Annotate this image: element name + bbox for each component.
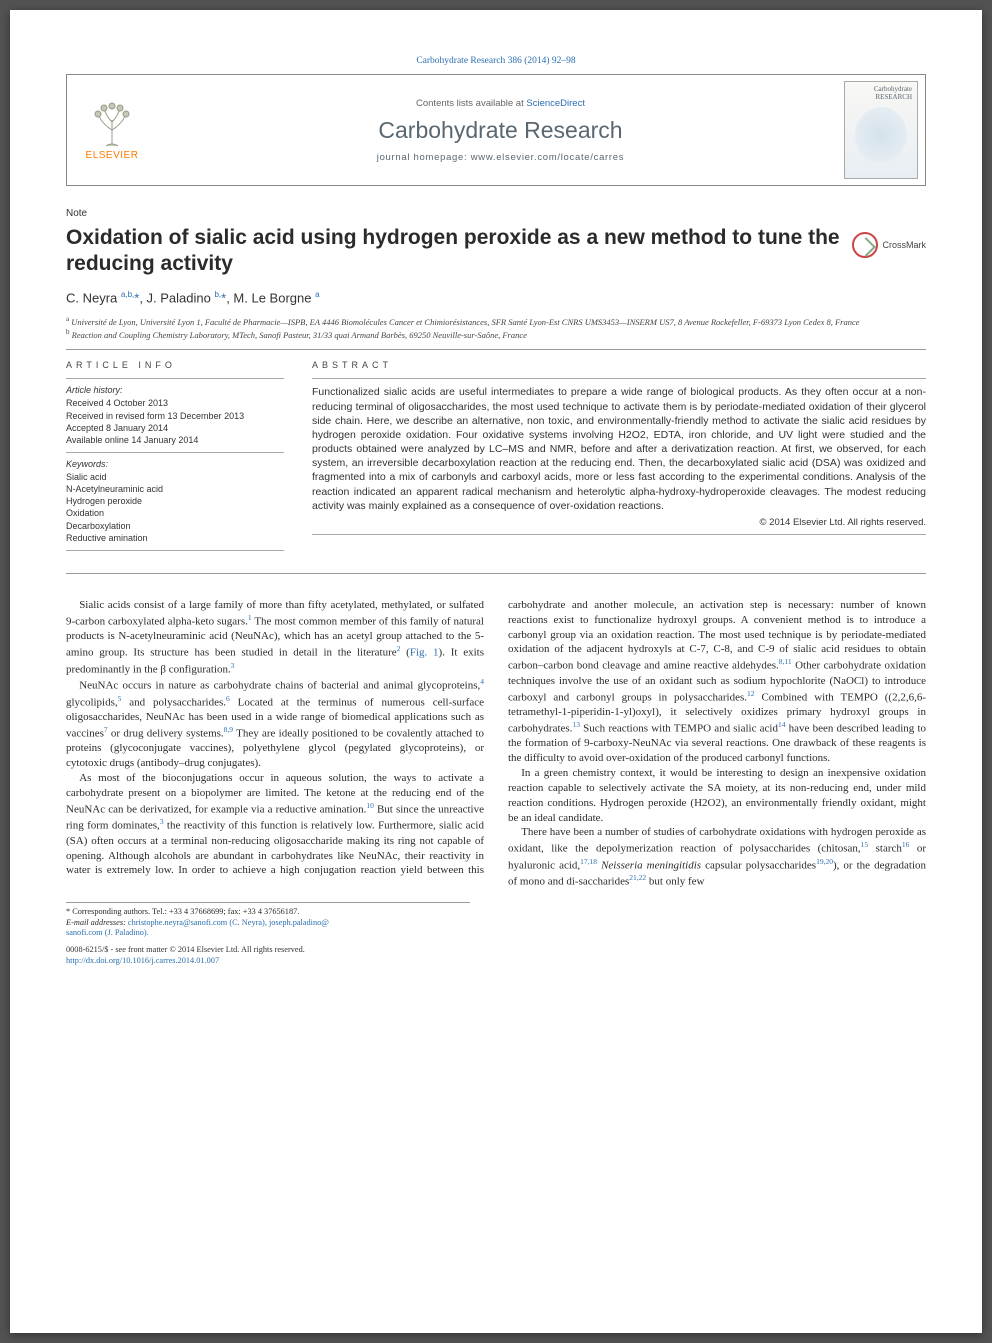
keyword: Reductive amination	[66, 532, 284, 544]
history-accepted: Accepted 8 January 2014	[66, 422, 284, 434]
journal-header: ELSEVIER Contents lists available at Sci…	[66, 74, 926, 186]
affiliation-b: b Reaction and Coupling Chemistry Labora…	[66, 328, 926, 341]
article-info-column: ARTICLE INFO Article history: Received 4…	[66, 360, 284, 556]
history-received: Received 4 October 2013	[66, 397, 284, 409]
keyword: Hydrogen peroxide	[66, 495, 284, 507]
affiliation-a: a Université de Lyon, Université Lyon 1,…	[66, 315, 926, 328]
corresponding-footnote: * Corresponding authors. Tel.: +33 4 376…	[66, 902, 470, 939]
body-paragraph: NeuNAc occurs in nature as carbohydrate …	[66, 677, 484, 771]
email-addresses: E-mail addresses: christophe.neyra@sanof…	[66, 918, 470, 940]
body-paragraph: In a green chemistry context, it would b…	[508, 766, 926, 825]
journal-citation[interactable]: Carbohydrate Research 386 (2014) 92–98	[66, 56, 926, 66]
divider	[66, 349, 926, 350]
publisher-name: ELSEVIER	[86, 150, 139, 161]
keyword: Sialic acid	[66, 471, 284, 483]
journal-name: Carbohydrate Research	[157, 117, 844, 144]
abstract-header: ABSTRACT	[312, 360, 926, 370]
sciencedirect-link[interactable]: ScienceDirect	[526, 98, 585, 109]
keyword: Oxidation	[66, 507, 284, 519]
authors: C. Neyra a,b,*, J. Paladino b,*, M. Le B…	[66, 290, 926, 305]
corresponding-authors: * Corresponding authors. Tel.: +33 4 376…	[66, 907, 470, 918]
abstract-text: Functionalized sialic acids are useful i…	[312, 385, 926, 513]
abstract-column: ABSTRACT Functionalized sialic acids are…	[312, 360, 926, 556]
divider	[66, 573, 926, 574]
body-paragraph: There have been a number of studies of c…	[508, 825, 926, 889]
publisher-logo[interactable]: ELSEVIER	[67, 92, 157, 169]
keywords-header: Keywords:	[66, 459, 284, 469]
affiliations: a Université de Lyon, Université Lyon 1,…	[66, 315, 926, 342]
article-title: Oxidation of sialic acid using hydrogen …	[66, 225, 846, 278]
article-history-header: Article history:	[66, 385, 284, 395]
issn-copyright: 0008-6215/$ - see front matter © 2014 El…	[66, 945, 305, 956]
history-revised: Received in revised form 13 December 201…	[66, 410, 284, 422]
abstract-copyright: © 2014 Elsevier Ltd. All rights reserved…	[312, 517, 926, 528]
history-online: Available online 14 January 2014	[66, 434, 284, 446]
page-footer: 0008-6215/$ - see front matter © 2014 El…	[66, 945, 926, 967]
article-info-header: ARTICLE INFO	[66, 360, 284, 370]
crossmark-label: CrossMark	[882, 240, 926, 250]
article-body: Sialic acids consist of a large family o…	[66, 598, 926, 890]
journal-homepage[interactable]: journal homepage: www.elsevier.com/locat…	[157, 152, 844, 163]
contents-available: Contents lists available at ScienceDirec…	[157, 98, 844, 109]
crossmark-icon	[852, 232, 878, 258]
body-paragraph: Sialic acids consist of a large family o…	[66, 598, 484, 677]
keyword: N-Acetylneuraminic acid	[66, 483, 284, 495]
keyword: Decarboxylation	[66, 520, 284, 532]
article-type: Note	[66, 208, 926, 219]
journal-cover-thumbnail[interactable]: Carbohydrate RESEARCH	[844, 81, 918, 179]
crossmark-badge[interactable]: CrossMark	[852, 232, 926, 258]
doi-link[interactable]: http://dx.doi.org/10.1016/j.carres.2014.…	[66, 956, 305, 967]
elsevier-tree-icon	[90, 100, 134, 148]
